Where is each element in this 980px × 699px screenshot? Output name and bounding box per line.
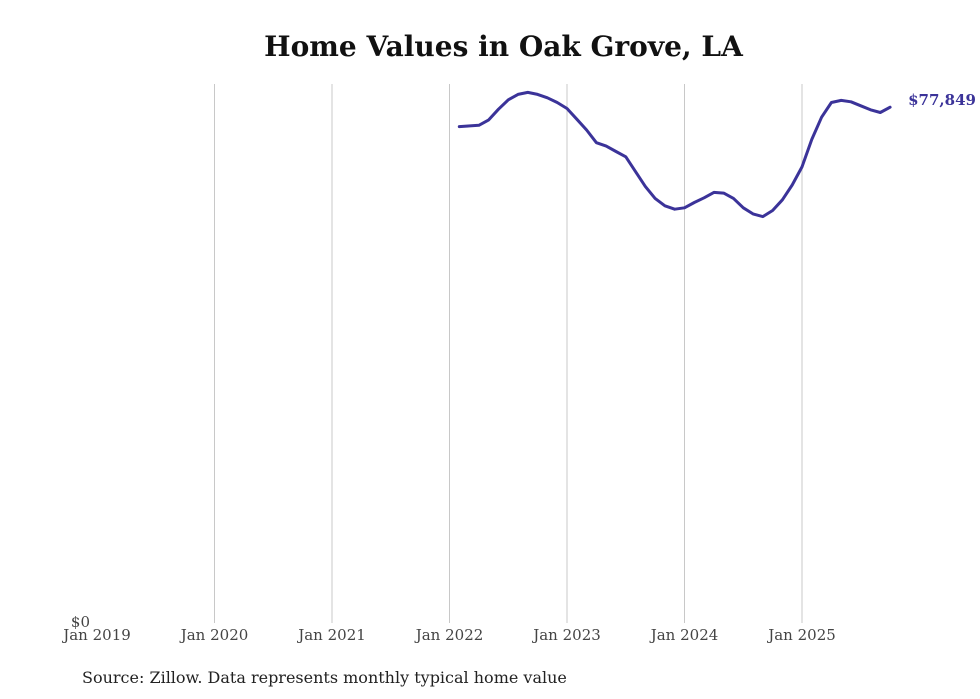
x-axis: Jan 2019 Jan 2020 Jan 2021 Jan 2022 Jan 2023… — [61, 626, 836, 644]
x-tick-label: Jan 2021 — [296, 626, 366, 644]
x-tick-label: Jan 2020 — [179, 626, 249, 644]
x-tick-label: Jan 2022 — [414, 626, 484, 644]
x-tick-label: Jan 2025 — [766, 626, 836, 644]
y-tick-label: $0 — [71, 613, 90, 631]
x-tick-label: Jan 2023 — [531, 626, 601, 644]
source-note: Source: Zillow. Data represents monthly … — [82, 668, 567, 687]
series-layer: $77,849 — [457, 90, 976, 219]
chart-title: Home Values in Oak Grove, LA — [264, 30, 743, 63]
gridlines — [214, 84, 803, 623]
series-line — [457, 90, 892, 219]
y-axis: $0 — [71, 613, 90, 631]
x-tick-label: Jan 2019 — [61, 626, 131, 644]
end-value-label: $77,849 — [908, 91, 976, 109]
x-tick-label: Jan 2024 — [649, 626, 719, 644]
